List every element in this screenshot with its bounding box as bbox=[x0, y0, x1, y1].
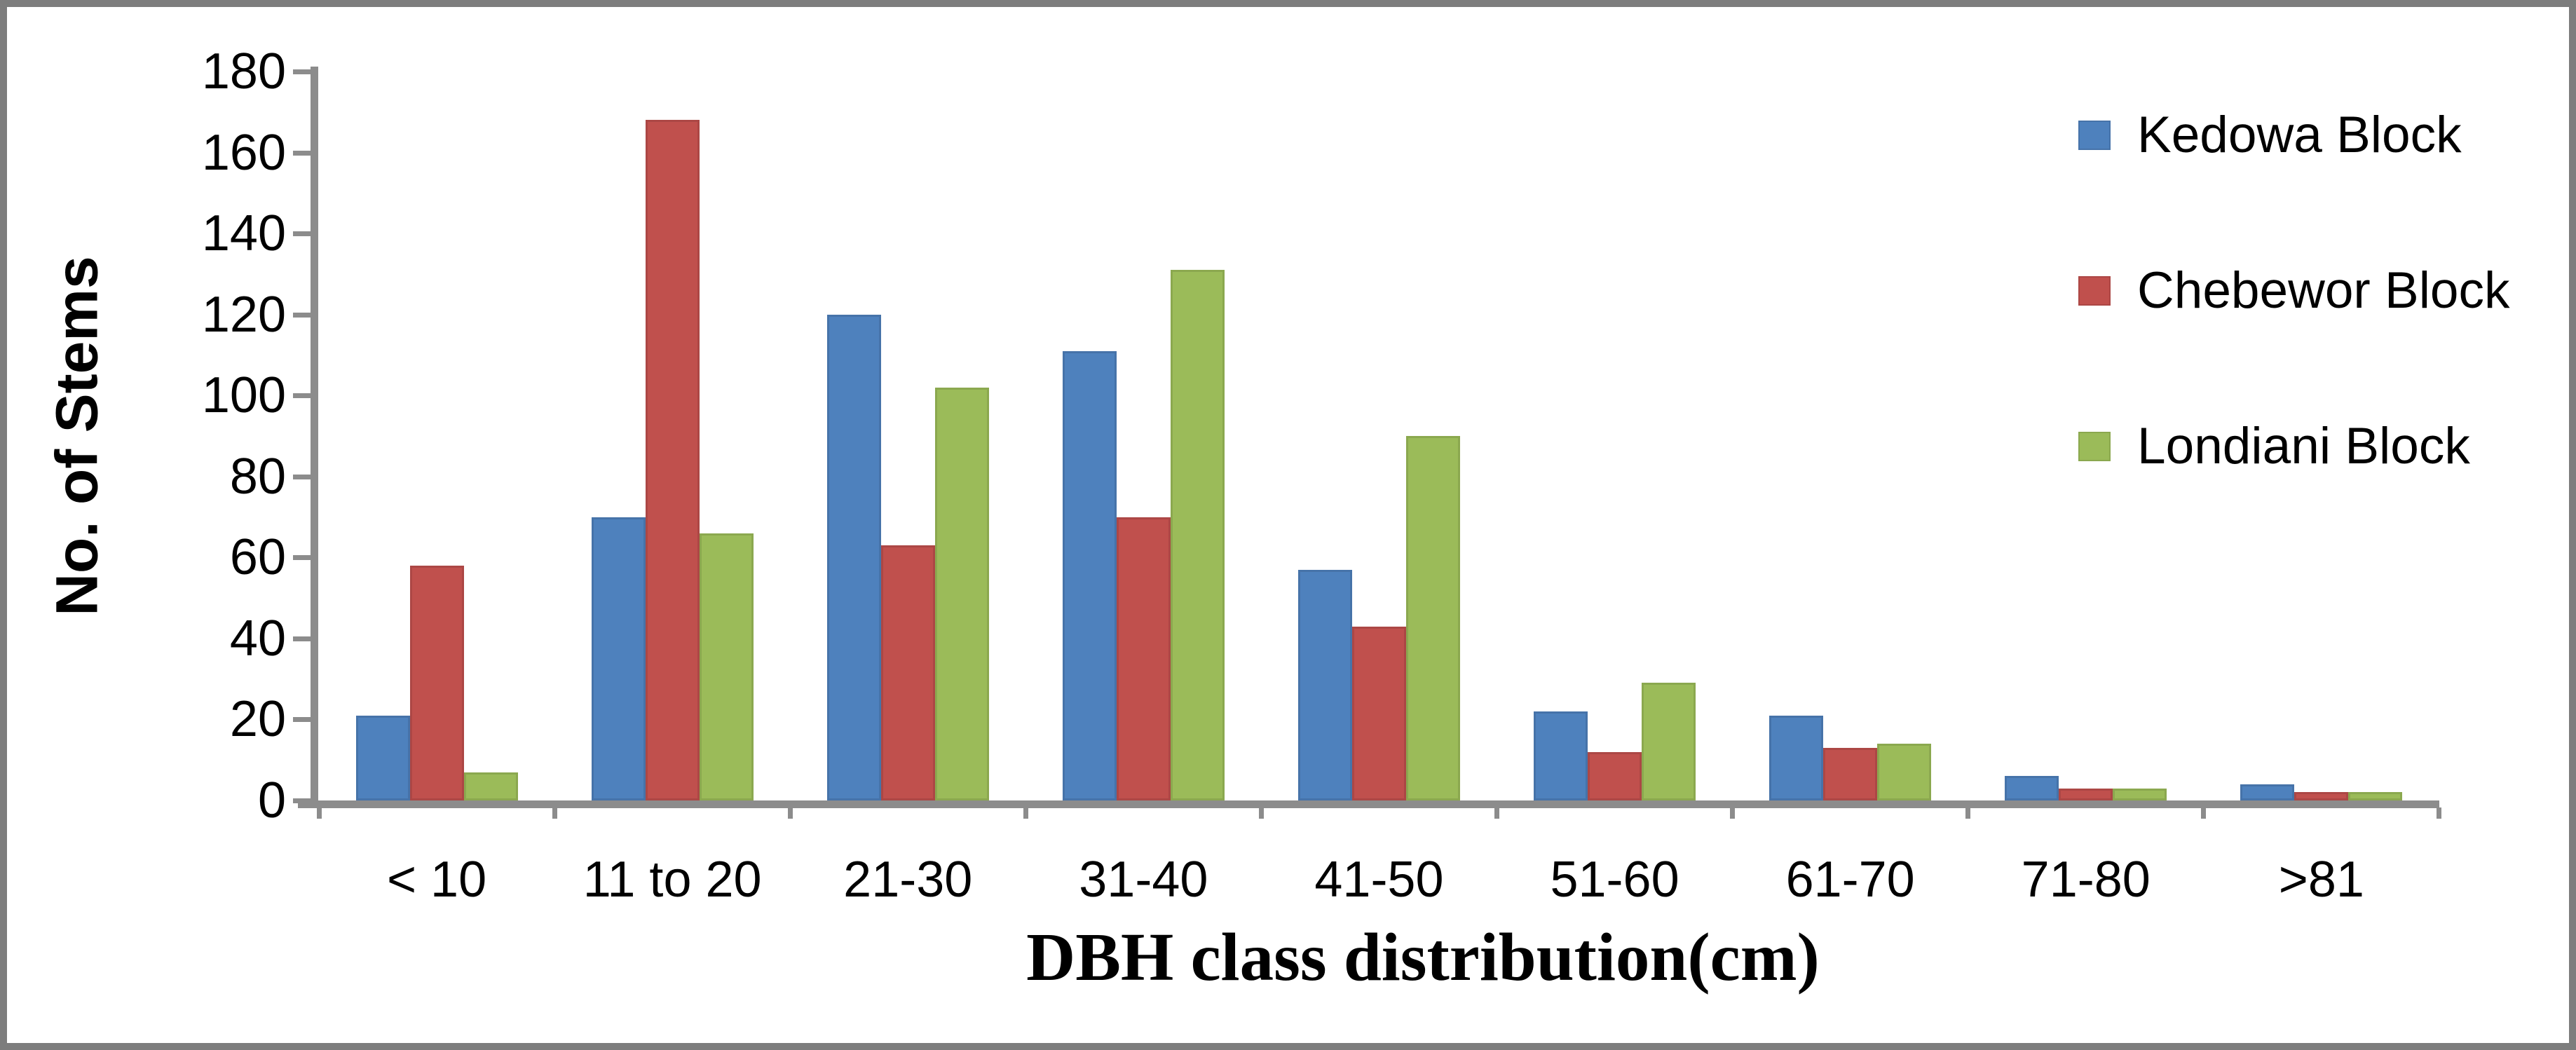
x-cat-label: 71-80 bbox=[2021, 852, 2151, 908]
x-axis-line bbox=[298, 800, 2439, 808]
y-tick-label: 80 bbox=[229, 448, 286, 505]
bar-londiani-71-80 bbox=[2113, 788, 2167, 800]
legend-item-kedowa: Kedowa Block bbox=[2078, 91, 2462, 179]
bar-londiani-<10 bbox=[463, 772, 518, 800]
x-tick-mark bbox=[1965, 807, 1971, 819]
y-tick-mark bbox=[293, 69, 314, 74]
x-tick-mark bbox=[2437, 807, 2442, 819]
bar-kedowa-31-40 bbox=[1062, 350, 1117, 800]
legend-label: Chebewor Block bbox=[2137, 262, 2510, 319]
legend-item-chebewor: Chebewor Block bbox=[2078, 247, 2510, 334]
x-cat-label: 11 to 20 bbox=[582, 852, 762, 908]
y-tick-mark bbox=[293, 393, 314, 399]
y-tick-mark bbox=[293, 312, 314, 318]
bar-londiani-31-40 bbox=[1170, 270, 1225, 800]
y-tick-label: 0 bbox=[257, 772, 286, 829]
legend-label: Kedowa Block bbox=[2137, 107, 2462, 163]
y-tick-mark bbox=[293, 717, 314, 723]
bar-kedowa->81 bbox=[2240, 784, 2295, 800]
bar-londiani-61-70 bbox=[1877, 744, 1932, 800]
legend-item-londiani: Londiani Block bbox=[2078, 402, 2470, 490]
y-tick-label: 180 bbox=[201, 43, 286, 100]
bar-chebewor-51-60 bbox=[1588, 751, 1642, 800]
bar-chebewor-21-30 bbox=[880, 545, 935, 800]
x-cat-label: 31-40 bbox=[1079, 852, 1208, 908]
bar-londiani-41-50 bbox=[1405, 436, 1460, 800]
bar-londiani-21-30 bbox=[934, 387, 989, 800]
x-tick-mark bbox=[1730, 807, 1736, 819]
y-tick-label: 160 bbox=[201, 124, 286, 181]
x-tick-mark bbox=[316, 807, 322, 819]
bar-chebewor-71-80 bbox=[2059, 788, 2113, 800]
y-tick-label: 100 bbox=[201, 367, 286, 424]
bar-londiani-11to20 bbox=[699, 533, 754, 800]
x-cat-label: 51-60 bbox=[1550, 852, 1679, 908]
legend-swatch-icon bbox=[2078, 431, 2111, 461]
y-tick-mark bbox=[293, 150, 314, 156]
bar-kedowa-51-60 bbox=[1534, 711, 1588, 800]
legend-label: Londiani Block bbox=[2137, 418, 2470, 475]
legend-swatch-icon bbox=[2078, 275, 2111, 306]
x-tick-mark bbox=[552, 807, 557, 819]
y-tick-label: 40 bbox=[229, 610, 286, 667]
y-tick-mark bbox=[293, 798, 314, 803]
x-tick-mark bbox=[787, 807, 793, 819]
bar-kedowa-41-50 bbox=[1297, 569, 1352, 800]
x-cat-label: < 10 bbox=[386, 852, 487, 908]
bar-londiani->81 bbox=[2348, 792, 2403, 800]
bar-kedowa-61-70 bbox=[1769, 715, 1824, 800]
y-tick-label: 60 bbox=[229, 529, 286, 586]
x-cat-label: >81 bbox=[2278, 852, 2364, 908]
y-tick-label: 20 bbox=[229, 691, 286, 748]
bar-chebewor-61-70 bbox=[1823, 747, 1878, 800]
y-tick-mark bbox=[293, 474, 314, 479]
x-cat-label: 61-70 bbox=[1785, 852, 1915, 908]
bar-chebewor->81 bbox=[2294, 792, 2349, 800]
y-tick-mark bbox=[293, 555, 314, 561]
bar-chebewor-41-50 bbox=[1351, 626, 1406, 800]
x-cat-label: 21-30 bbox=[843, 852, 973, 908]
bar-chebewor-<10 bbox=[409, 565, 464, 800]
bar-chebewor-11to20 bbox=[645, 120, 700, 800]
bar-kedowa-71-80 bbox=[2005, 776, 2059, 800]
y-tick-mark bbox=[293, 231, 314, 237]
bar-kedowa-<10 bbox=[355, 715, 410, 800]
legend-swatch-icon bbox=[2078, 120, 2111, 150]
x-axis-title: DBH class distribution(cm) bbox=[1026, 920, 1820, 995]
bar-kedowa-21-30 bbox=[826, 314, 881, 800]
bar-londiani-51-60 bbox=[1642, 683, 1696, 800]
y-tick-label: 140 bbox=[201, 205, 286, 262]
bar-chebewor-31-40 bbox=[1116, 517, 1171, 800]
y-axis-title: No. of Stems bbox=[43, 256, 110, 616]
x-tick-mark bbox=[1023, 807, 1028, 819]
y-tick-mark bbox=[293, 636, 314, 641]
y-axis-line bbox=[311, 67, 318, 807]
x-tick-mark bbox=[1258, 807, 1264, 819]
x-tick-mark bbox=[1494, 807, 1499, 819]
x-tick-mark bbox=[2201, 807, 2207, 819]
bar-kedowa-11to20 bbox=[591, 517, 646, 800]
x-cat-label: 41-50 bbox=[1314, 852, 1444, 908]
y-tick-label: 120 bbox=[201, 286, 286, 343]
